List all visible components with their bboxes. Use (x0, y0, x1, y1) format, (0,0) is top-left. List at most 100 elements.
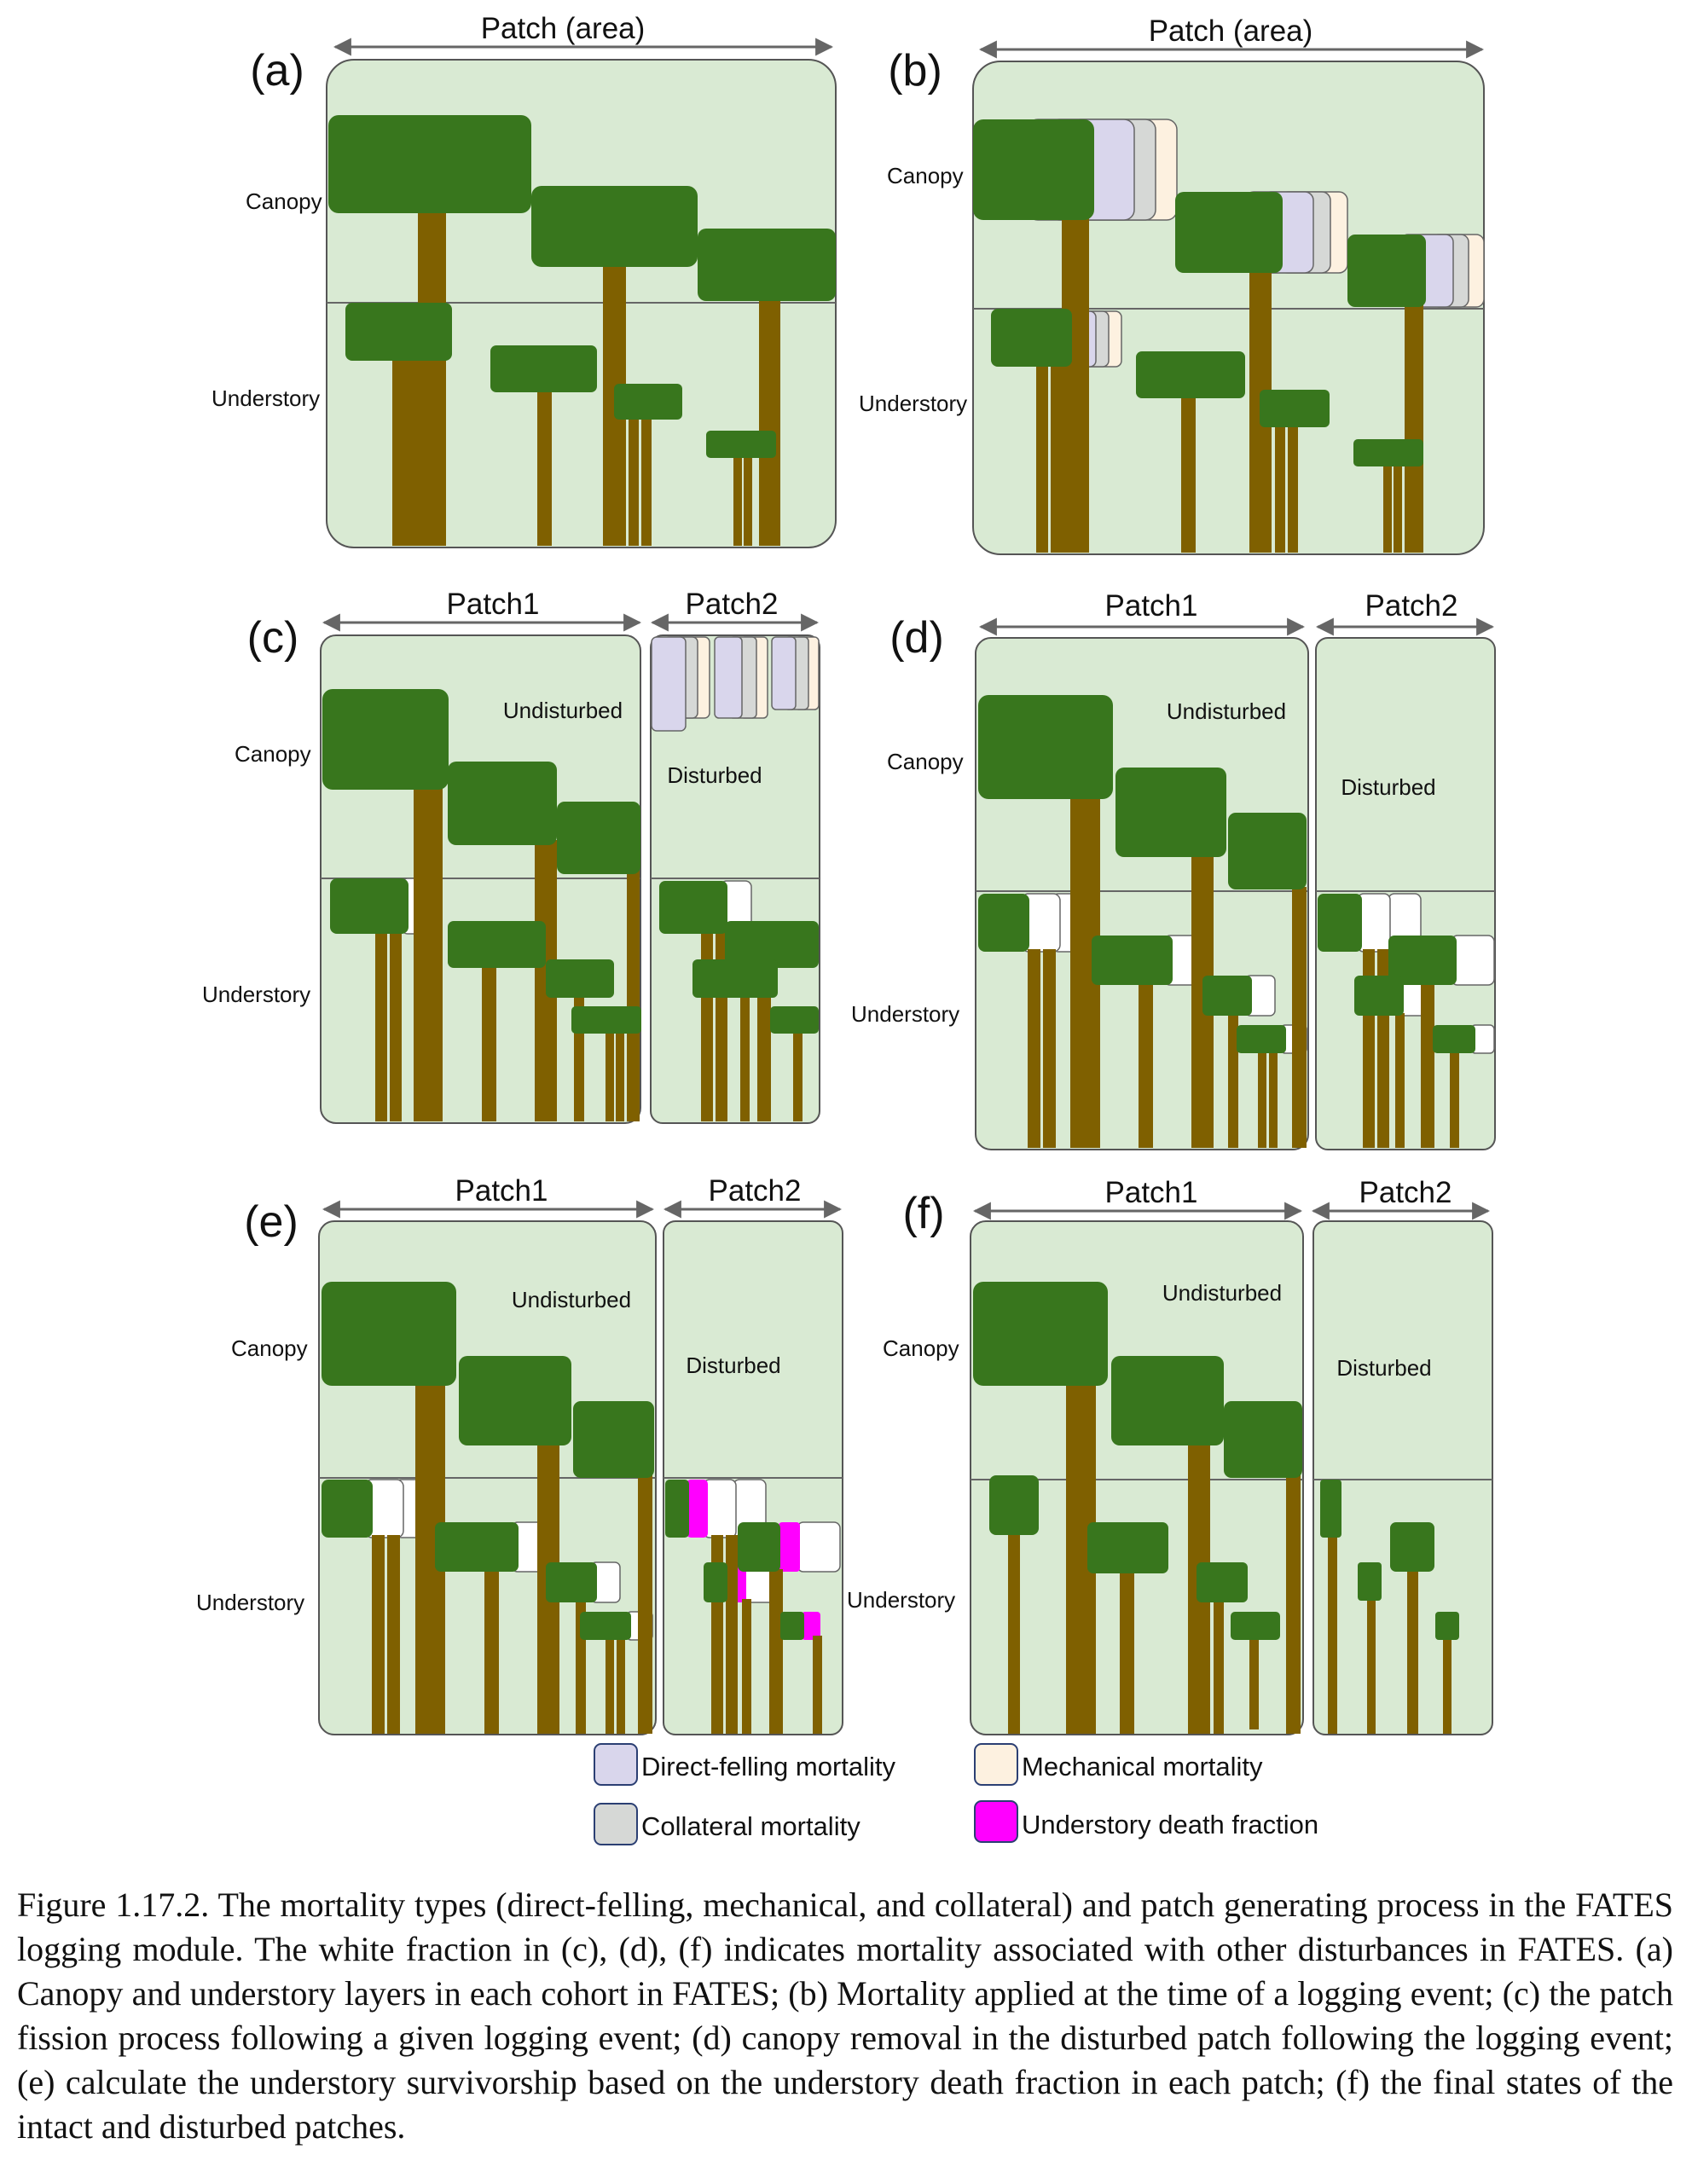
crown (692, 959, 778, 998)
trunk (638, 1471, 652, 1734)
crown (490, 345, 597, 392)
legend-item-understory-death: Understory death fraction (974, 1800, 1318, 1843)
understory-label: Understory (212, 385, 320, 411)
trunk (641, 415, 652, 546)
trunk (1367, 1595, 1376, 1734)
legend-swatch (594, 1743, 638, 1786)
crown (448, 921, 546, 968)
trunk (616, 1028, 624, 1121)
crown (698, 229, 836, 301)
panel-letter: (f) (902, 1189, 944, 1238)
crown (571, 1006, 641, 1034)
crown (989, 1475, 1039, 1535)
crown (725, 921, 819, 968)
undisturbed-label: Undisturbed (512, 1287, 631, 1312)
trunk (390, 930, 402, 1121)
crown (614, 384, 682, 420)
patch-label: Patch (area) (481, 12, 646, 45)
crown (322, 1282, 456, 1386)
patch2-label: Patch2 (1359, 1176, 1452, 1209)
crown (780, 1612, 804, 1640)
other-disturbance-fraction (703, 1479, 737, 1538)
crown (1433, 1025, 1475, 1053)
crown (435, 1522, 519, 1572)
other-disturbance-fraction (1451, 935, 1495, 986)
figure-caption: Figure 1.17.2. The mortality types (dire… (17, 1886, 1673, 2146)
trunk (813, 1636, 822, 1734)
crown (1136, 351, 1245, 398)
crown (1260, 390, 1330, 427)
crown (1228, 813, 1307, 889)
trunk (1258, 1051, 1266, 1148)
canopy-label: Canopy (246, 188, 322, 214)
understory-death-fraction (779, 1522, 800, 1572)
crown (557, 802, 640, 874)
panel-b: Patch (area) (b) Canopy Understory (859, 14, 1485, 555)
trunk (742, 1599, 751, 1734)
trunk (1421, 982, 1434, 1148)
trunk (418, 200, 446, 546)
understory-death-fraction (802, 1612, 820, 1640)
trunk (405, 354, 418, 546)
trunk (701, 930, 713, 1121)
crown (1358, 1562, 1382, 1601)
crown (322, 1480, 373, 1538)
patch2-label: Patch2 (1365, 589, 1458, 623)
trunk (740, 994, 750, 1121)
legend-item-collateral: Collateral mortality (594, 1803, 860, 1845)
trunk (1120, 1569, 1134, 1734)
disturbed-label: Disturbed (667, 762, 762, 788)
crown (978, 894, 1029, 952)
trunk (1181, 395, 1196, 553)
panel-letter: (a) (250, 46, 304, 96)
trunk (1228, 1013, 1238, 1148)
trunk (1383, 461, 1392, 553)
trunk (629, 415, 639, 546)
disturbed-label: Disturbed (686, 1353, 780, 1378)
panel-e: Patch1 Patch2 (e) Canopy Understory Undi… (196, 1174, 843, 1735)
crown (704, 1562, 727, 1602)
trunk (606, 1636, 614, 1734)
trunk (1214, 1599, 1224, 1734)
patch2-label: Patch2 (709, 1174, 802, 1208)
legend-item-mechanical: Mechanical mortality (974, 1743, 1263, 1786)
crown (1092, 936, 1173, 985)
direct-felling-mortality-layer (771, 636, 797, 710)
crown (573, 1401, 654, 1478)
direct-felling-mortality-layer (651, 636, 687, 732)
crown (448, 762, 557, 845)
trunk (733, 455, 742, 546)
fates-logging-figure: Patch (area) (a) Canopy Understory Patch… (196, 12, 1496, 1845)
understory-label: Understory (196, 1590, 304, 1615)
crown (1115, 768, 1226, 857)
trunk (537, 388, 552, 546)
canopy-label: Canopy (883, 1335, 959, 1361)
trunk (392, 354, 405, 546)
canopy-label: Canopy (231, 1335, 308, 1361)
undisturbed-label: Undisturbed (1162, 1280, 1282, 1306)
crown (1354, 976, 1404, 1016)
crown (973, 119, 1094, 220)
crown (345, 303, 452, 361)
trunk (1407, 1569, 1418, 1734)
trunk (627, 870, 640, 1121)
patch2-box (1312, 1220, 1493, 1735)
trunk (1269, 1051, 1278, 1148)
crown (580, 1612, 631, 1640)
trunk (1051, 362, 1063, 553)
trunk (1043, 949, 1056, 1148)
trunk (1394, 461, 1402, 553)
trunk (1275, 424, 1285, 553)
trunk (769, 1569, 783, 1734)
patch1-label: Patch1 (1105, 589, 1198, 623)
trunk (1008, 1531, 1020, 1734)
trunk (484, 1569, 499, 1734)
crown (546, 959, 614, 998)
crown (1237, 1025, 1286, 1053)
patch-label: Patch (area) (1149, 14, 1313, 48)
crown (1320, 1480, 1341, 1538)
other-disturbance-fraction (797, 1521, 841, 1573)
trunk (372, 1535, 385, 1734)
trunk (1288, 424, 1298, 553)
crown (1202, 976, 1252, 1016)
